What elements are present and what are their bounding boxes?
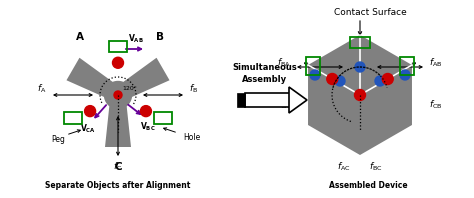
Text: $f_{\mathrm{AC}}$: $f_{\mathrm{AC}}$ <box>337 161 351 173</box>
Circle shape <box>310 70 320 80</box>
Bar <box>400 57 414 75</box>
Text: $\mathbf{V}_{\mathbf{CA}}$: $\mathbf{V}_{\mathbf{CA}}$ <box>80 123 96 135</box>
Text: 120°: 120° <box>123 87 137 91</box>
Polygon shape <box>105 95 131 147</box>
Circle shape <box>112 57 124 68</box>
Circle shape <box>355 62 365 72</box>
Circle shape <box>355 89 365 101</box>
Circle shape <box>114 91 122 99</box>
Circle shape <box>335 76 345 86</box>
Polygon shape <box>66 58 122 102</box>
Circle shape <box>84 106 96 117</box>
Circle shape <box>400 70 410 80</box>
Text: $f_{\mathrm{BC}}$: $f_{\mathrm{BC}}$ <box>369 161 383 173</box>
Bar <box>245 93 291 107</box>
Text: $f_{\mathrm{C}}$: $f_{\mathrm{C}}$ <box>113 161 123 173</box>
Polygon shape <box>114 58 170 102</box>
Text: Separate Objects after Alignment: Separate Objects after Alignment <box>46 181 191 190</box>
Circle shape <box>382 73 393 85</box>
Polygon shape <box>289 87 307 113</box>
Text: $f_{\mathrm{B}}$: $f_{\mathrm{B}}$ <box>190 83 199 95</box>
Text: Hole: Hole <box>183 132 201 142</box>
Text: Contact Surface: Contact Surface <box>334 8 406 17</box>
Text: $\mathbf{V}_{\mathbf{AB}}$: $\mathbf{V}_{\mathbf{AB}}$ <box>128 33 144 45</box>
Text: Assembly: Assembly <box>242 75 288 85</box>
Bar <box>154 112 172 124</box>
Polygon shape <box>308 35 412 155</box>
Text: $f_{\mathrm{AB}}$: $f_{\mathrm{AB}}$ <box>429 57 443 69</box>
Text: $\mathbf{V}_{\mathbf{BC}}$: $\mathbf{V}_{\mathbf{BC}}$ <box>140 121 156 133</box>
Text: B: B <box>156 32 164 42</box>
Circle shape <box>140 106 151 117</box>
Text: $f_{\mathrm{CA}}$: $f_{\mathrm{CA}}$ <box>277 99 291 111</box>
Bar <box>237 93 245 107</box>
Bar <box>350 37 370 48</box>
Text: Assembled Device: Assembled Device <box>328 181 407 190</box>
Text: $f_{\mathrm{CB}}$: $f_{\mathrm{CB}}$ <box>429 99 443 111</box>
Bar <box>109 41 127 52</box>
Text: A: A <box>76 32 84 42</box>
Bar <box>306 57 320 75</box>
Text: Simultaneous: Simultaneous <box>233 64 297 72</box>
Circle shape <box>104 82 131 109</box>
Circle shape <box>327 73 338 85</box>
Text: $f_{\mathrm{BA}}$: $f_{\mathrm{BA}}$ <box>277 57 291 69</box>
Text: $f_{\mathrm{A}}$: $f_{\mathrm{A}}$ <box>37 83 47 95</box>
Text: Peg: Peg <box>51 134 65 144</box>
Circle shape <box>375 76 385 86</box>
Text: C: C <box>114 162 122 172</box>
